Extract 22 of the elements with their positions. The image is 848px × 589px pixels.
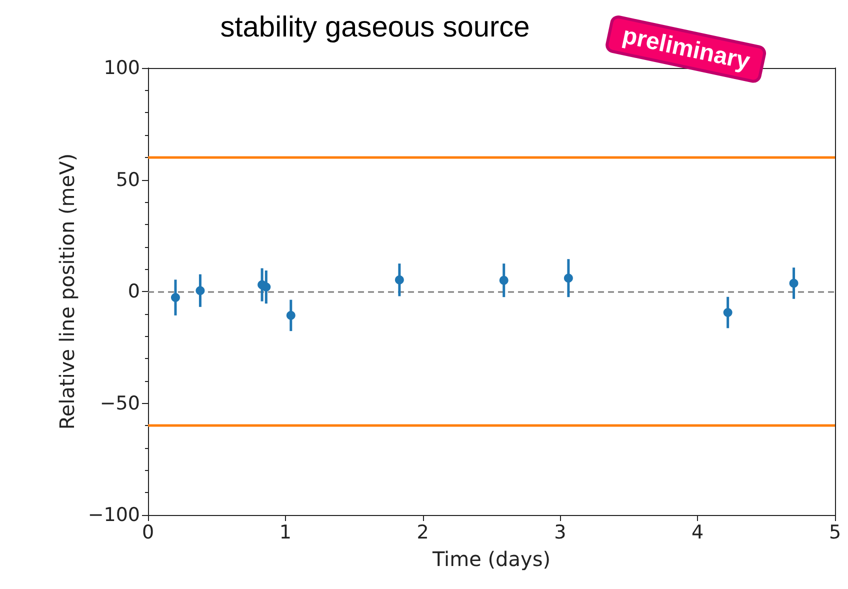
y-tick-label: 100 bbox=[104, 57, 140, 79]
x-tick-label: 1 bbox=[279, 522, 292, 544]
point bbox=[499, 276, 508, 285]
point bbox=[196, 286, 205, 296]
point bbox=[170, 293, 180, 302]
point bbox=[723, 308, 732, 318]
chart-title: stability gaseous source bbox=[220, 12, 530, 44]
x-tick-label: 5 bbox=[828, 522, 842, 544]
x-axis-title: Time (days) bbox=[431, 547, 551, 571]
point bbox=[286, 310, 296, 320]
x-tick-label: 0 bbox=[142, 522, 154, 544]
x-tick-label: 2 bbox=[416, 522, 429, 544]
point bbox=[789, 278, 798, 288]
y-tick-label: −100 bbox=[88, 504, 140, 526]
y-axis-title: Relative line position (meV) bbox=[54, 153, 79, 430]
y-tick-label: −50 bbox=[100, 392, 140, 414]
point bbox=[394, 275, 404, 284]
x-tick-label: 4 bbox=[692, 522, 704, 544]
point bbox=[564, 274, 573, 283]
x-tick-label: 3 bbox=[554, 522, 566, 544]
y-tick-label: 50 bbox=[116, 168, 140, 191]
y-tick-label: 0 bbox=[128, 280, 140, 302]
